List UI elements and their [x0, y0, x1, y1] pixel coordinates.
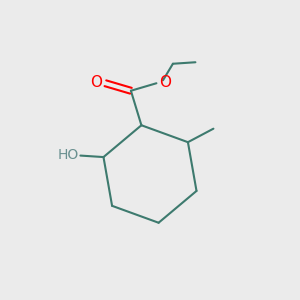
Text: O: O [90, 75, 102, 90]
Text: HO: HO [58, 148, 79, 162]
Text: O: O [159, 75, 171, 90]
